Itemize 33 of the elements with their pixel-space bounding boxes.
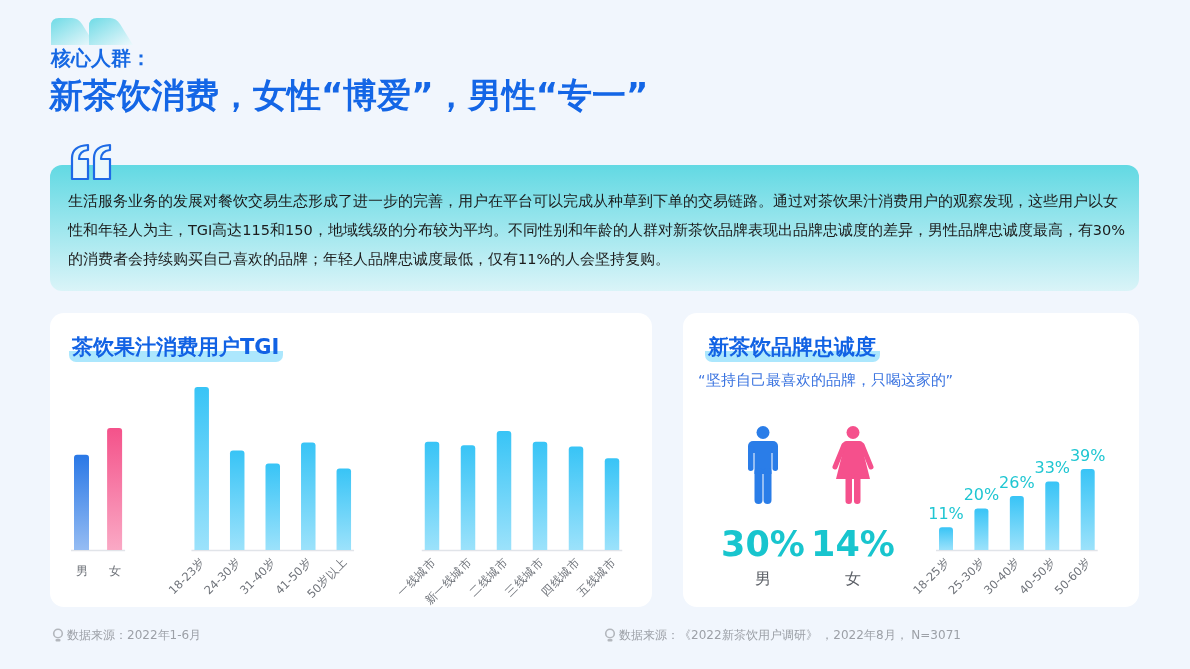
bar [974,508,989,550]
bar [1045,481,1060,550]
bar [568,446,584,550]
text: 新茶饮品牌忠诚度 [705,332,880,362]
bar [1080,469,1095,550]
bar [604,458,620,550]
bar [336,468,352,550]
bar [496,431,512,550]
text: 核心人群： [51,45,151,72]
text: “坚持自己最喜欢的品牌，只喝这家的” [698,371,954,390]
x-tick-label: 男 [75,564,88,578]
source-note: 数据来源：2022年1-6月 [67,627,202,643]
text: 茶饮果汁消费用户TGI [69,332,284,362]
bar [532,441,548,550]
data-label: 11% [928,504,964,524]
source-note: 数据来源：《2022新茶饮用户调研》 ，2022年8月， N=3071 [619,627,961,643]
bar [265,463,280,550]
data-label: 39% [1069,446,1106,465]
data-label: 33% [1034,458,1071,478]
bar [939,527,953,550]
data-label: 26% [999,473,1035,492]
data-label: 30% [721,524,805,564]
bar [229,450,245,550]
data-label: 20% [963,485,1000,505]
bar [301,442,316,550]
bar [460,445,476,550]
bar [424,441,440,550]
data-label: 14% [811,524,895,564]
text: 生活服务业务的发展对餐饮交易生态形成了进一步的完善，用户在平台可以完成从种草到下单的交易链路。通过对茶饮果汁消费用户的观察发现，这些用户以女性和年轻人为主，TGI高达115和150，地域线级的分布较为平均。不同性别和年龄的人群对新茶饮品牌表现出品牌忠诚度的差异，男性品牌忠诚度最高，有30%的消费者会持续购买自己喜欢的品牌；年轻人品牌忠诚度最低，仅有11%的人会坚持复购。 [68,192,1126,269]
bar [1009,496,1024,550]
x-tick-label: 女 [108,564,121,578]
bar [194,387,209,550]
text: 新茶饮消费，女性“博爱”，男性“专一” [49,74,649,117]
